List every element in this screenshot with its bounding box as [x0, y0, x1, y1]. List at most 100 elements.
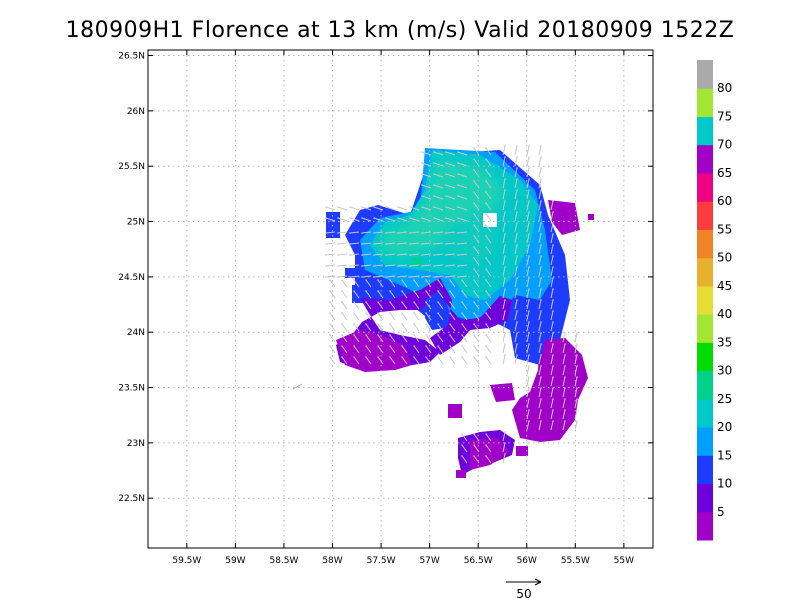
wind-vector-head — [485, 312, 487, 314]
wind-vector — [413, 301, 420, 310]
wind-vector-head — [457, 243, 459, 245]
wind-vector-head — [445, 151, 447, 153]
wind-vector-head — [528, 409, 530, 411]
wind-vector — [461, 444, 468, 453]
wind-vector — [514, 222, 518, 233]
wind-vector-head — [504, 145, 506, 147]
wind-vector-head — [540, 189, 542, 191]
wind-vector-head — [552, 200, 554, 202]
wind-vector-head — [552, 420, 554, 422]
wind-vector-head — [473, 334, 475, 336]
wind-vector — [473, 345, 480, 354]
wind-vector-head — [325, 243, 327, 245]
wind-region-25-30 — [380, 160, 505, 258]
wind-vector-head — [413, 279, 415, 281]
wind-vector-head — [389, 323, 391, 325]
wind-vector-head — [504, 178, 506, 180]
wind-vector-head — [433, 151, 435, 153]
wind-vector — [377, 323, 384, 332]
wind-vector-head — [485, 268, 487, 270]
wind-vector-head — [445, 206, 447, 208]
wind-vector — [538, 420, 542, 431]
wind-vector — [433, 151, 444, 156]
wind-vector-head — [540, 387, 542, 389]
wind-vector-head — [473, 224, 475, 226]
wind-vector-head — [409, 243, 411, 245]
wind-vector — [485, 312, 492, 321]
wind-vector — [373, 206, 384, 211]
wind-vector-head — [437, 323, 439, 325]
lat-label: 25.5N — [118, 162, 145, 172]
wind-vector — [457, 151, 468, 156]
wind-vector-head — [433, 173, 435, 175]
wind-vector-head — [425, 334, 427, 336]
wind-vector — [473, 246, 480, 255]
wind-vector-head — [504, 156, 506, 158]
wind-vector — [373, 253, 384, 256]
lon-label: 55.5W — [561, 556, 590, 566]
wind-vector-head — [377, 356, 379, 358]
wind-vector — [550, 244, 554, 255]
wind-vector — [421, 206, 432, 211]
wind-vector-head — [504, 343, 506, 345]
axis-ticks — [148, 50, 653, 548]
wind-vector — [562, 409, 566, 420]
wind-vector-head — [325, 276, 327, 278]
colorbar-segment — [697, 427, 713, 456]
wind-vector — [421, 231, 432, 234]
wind-vector-head — [485, 235, 487, 237]
wind-vector — [325, 231, 336, 234]
wind-vector-head — [528, 200, 530, 202]
wind-vector-head — [516, 332, 518, 334]
wind-vector-head — [337, 265, 339, 267]
wind-vector — [538, 299, 542, 310]
wind-vector-head — [516, 354, 518, 356]
wind-vector — [574, 409, 578, 420]
wind-vector — [526, 321, 530, 332]
wind-vector-head — [540, 211, 542, 213]
wind-vector — [445, 162, 456, 167]
wind-vector — [526, 222, 530, 233]
wind-vector — [514, 200, 518, 211]
wind-vector — [526, 387, 530, 398]
wind-vector-head — [461, 301, 463, 303]
wind-vector — [538, 376, 542, 387]
reference-vector: 50 — [506, 578, 542, 600]
wind-vector-head — [425, 301, 427, 303]
wind-vector-head — [341, 323, 343, 325]
colorbar-label: 10 — [717, 477, 732, 491]
wind-vector — [526, 178, 530, 189]
wind-vector — [461, 312, 468, 321]
wind-vector-head — [373, 265, 375, 267]
wind-vector — [437, 334, 444, 343]
wind-vector-head — [353, 301, 355, 303]
wind-vector — [349, 231, 360, 234]
wind-vector-head — [528, 178, 530, 180]
wind-vector — [538, 189, 542, 200]
wind-vector — [389, 312, 396, 321]
wind-vector — [397, 217, 408, 222]
wind-region-0-5 — [456, 470, 466, 478]
wind-vector-head — [461, 323, 463, 325]
wind-vector-head — [528, 354, 530, 356]
wind-vector-head — [457, 162, 459, 164]
wind-vector-head — [401, 334, 403, 336]
wind-vector — [514, 211, 518, 222]
wind-vector-head — [373, 254, 375, 256]
wind-vector-head — [397, 217, 399, 219]
wind-vector-head — [385, 206, 387, 208]
wind-vector-head — [540, 255, 542, 257]
wind-vector-head — [516, 145, 518, 147]
wind-vector-head — [540, 409, 542, 411]
wind-vector-head — [329, 312, 331, 314]
wind-vector-head — [540, 420, 542, 422]
wind-vector — [461, 455, 468, 464]
colorbar-labels: 5 10 15 20 25 30 35 40 45 50 55 60 65 70 75 80 — [717, 81, 732, 519]
wind-vector — [538, 222, 542, 233]
wind-vector — [445, 217, 456, 222]
wind-vector-head — [377, 345, 379, 347]
wind-vector — [401, 312, 408, 321]
wind-vector-head — [552, 277, 554, 279]
wind-vector — [485, 345, 492, 354]
wind-vector-head — [349, 254, 351, 256]
